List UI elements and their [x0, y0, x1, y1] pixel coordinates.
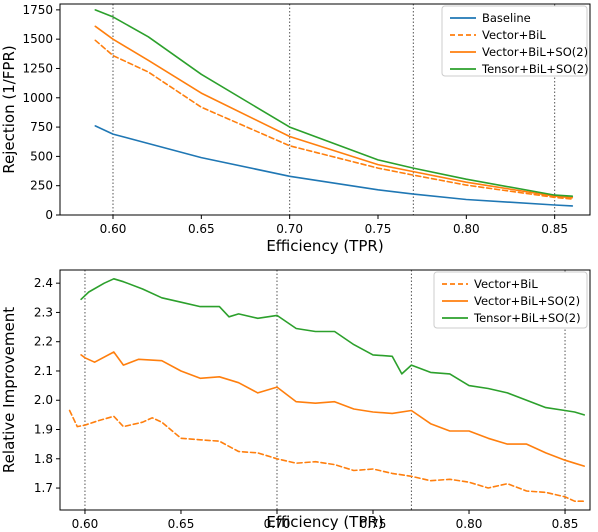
legend-box	[433, 271, 588, 329]
rejection-chart: 0.60 0.65 0.70 0.75 0.80 0.85 0 250 500 750 1000 12…	[0, 3, 591, 255]
y-tick-label: 2.0	[34, 393, 53, 407]
y-tick-label: 0	[45, 208, 53, 222]
x-tick-label: 0.75	[365, 222, 392, 236]
x-tick-label: 0.80	[453, 222, 480, 236]
y-tick-label: 1500	[22, 32, 53, 46]
legend-box	[441, 5, 588, 77]
x-tick-label: 0.65	[188, 222, 215, 236]
y-axis-label: Rejection (1/FPR)	[0, 45, 18, 174]
y-tick-label: 1.9	[34, 423, 53, 437]
x-tick-label: 0.70	[264, 517, 291, 531]
x-axis-label: Efficiency (TPR)	[266, 237, 383, 255]
y-tick-label: 2.2	[34, 335, 53, 349]
series-line-vector-bil	[68, 409, 586, 503]
relative-improvement-chart: 0.60 0.65 0.70 0.75 0.80 0.85 1.7 1.8 1.9 2.0 2.1 2…	[0, 269, 591, 531]
plot-frame	[59, 3, 591, 216]
x-tick-label: 0.85	[541, 222, 568, 236]
legend-label: Vector+BiL	[482, 28, 546, 42]
legend-label: Tensor+BiL+SO(2)	[481, 62, 589, 76]
series-line-vector-bil	[94, 39, 574, 200]
legend-label: Tensor+BiL+SO(2)	[473, 311, 581, 325]
legend-label: Vector+BiL+SO(2)	[474, 294, 580, 308]
series-line-tensor-bil-so-2-	[94, 9, 574, 197]
x-tick-label: 0.80	[456, 517, 483, 531]
y-tick-label: 2.4	[34, 276, 53, 290]
x-tick-label: 0.85	[552, 517, 579, 531]
x-tick-label: 0.65	[168, 517, 195, 531]
y-tick-label: 1000	[22, 91, 53, 105]
y-tick-label: 1.7	[34, 481, 53, 495]
y-tick-label: 750	[30, 120, 53, 134]
y-tick-label: 1250	[22, 61, 53, 75]
y-tick-label: 250	[30, 179, 53, 193]
series-line-baseline	[94, 125, 574, 207]
legend-label: Vector+BiL	[474, 277, 538, 291]
x-tick-label: 0.75	[360, 517, 387, 531]
x-tick-label: 0.60	[100, 222, 127, 236]
legend: Baseline Vector+BiL Vector+BiL+SO(2) Tensor…	[441, 5, 589, 77]
series-line-vector-bil-so-2-	[80, 351, 586, 467]
y-tick-label: 1750	[22, 3, 53, 17]
legend-label: Baseline	[482, 11, 531, 25]
x-axis-label: Efficiency (TPR)	[266, 513, 383, 531]
x-tick-label: 0.70	[276, 222, 303, 236]
y-tick-label: 500	[30, 149, 53, 163]
y-axis-label: Relative Improvement	[0, 307, 18, 473]
legend-label: Vector+BiL+SO(2)	[482, 45, 588, 59]
y-tick-label: 2.3	[34, 305, 53, 319]
y-tick-label: 2.1	[34, 364, 53, 378]
legend: Vector+BiL Vector+BiL+SO(2) Tensor+BiL+SO(…	[433, 271, 588, 329]
series-line-vector-bil-so-2-	[94, 25, 574, 199]
series-line-tensor-bil-so-2-	[80, 277, 586, 416]
plot-frame	[59, 269, 591, 511]
y-tick-label: 1.8	[34, 452, 53, 466]
x-tick-label: 0.60	[72, 517, 99, 531]
